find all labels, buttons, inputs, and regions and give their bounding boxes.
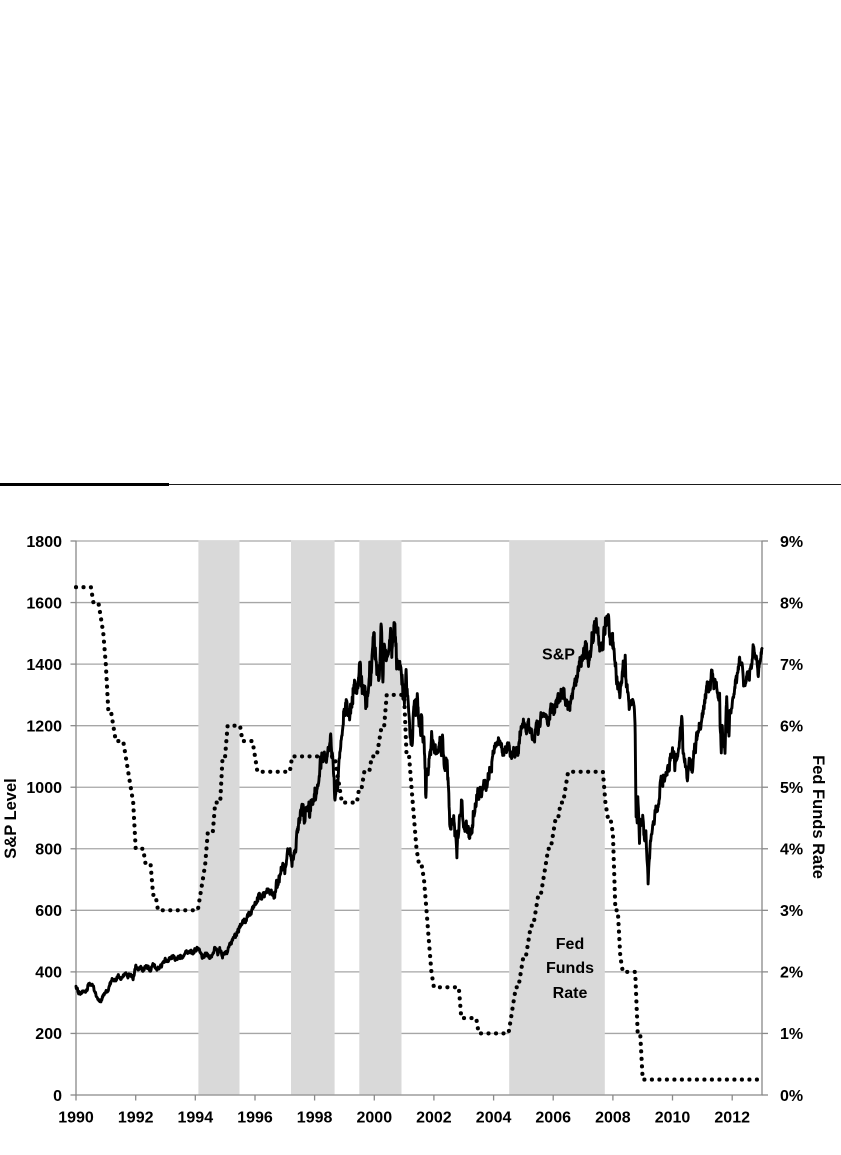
- svg-text:1800: 1800: [26, 534, 62, 551]
- svg-text:1998: 1998: [297, 1110, 333, 1127]
- svg-text:1994: 1994: [178, 1110, 214, 1127]
- svg-text:2006: 2006: [535, 1110, 571, 1127]
- svg-text:4%: 4%: [780, 842, 803, 859]
- svg-text:2002: 2002: [416, 1110, 452, 1127]
- svg-text:1400: 1400: [26, 657, 62, 674]
- svg-text:400: 400: [35, 965, 62, 982]
- svg-text:1200: 1200: [26, 719, 62, 736]
- svg-text:200: 200: [35, 1026, 62, 1043]
- svg-text:2012: 2012: [714, 1110, 750, 1127]
- svg-text:0%: 0%: [780, 1088, 803, 1105]
- svg-text:2004: 2004: [476, 1110, 512, 1127]
- svg-text:Fed Funds Rate: Fed Funds Rate: [809, 755, 827, 879]
- svg-text:S&P Level: S&P Level: [2, 778, 20, 858]
- svg-text:8%: 8%: [780, 595, 803, 612]
- svg-text:1996: 1996: [237, 1110, 273, 1127]
- svg-text:1600: 1600: [26, 595, 62, 612]
- svg-text:Rate: Rate: [553, 985, 588, 1002]
- svg-text:6%: 6%: [780, 719, 803, 736]
- svg-text:3%: 3%: [780, 903, 803, 920]
- svg-text:800: 800: [35, 842, 62, 859]
- svg-text:Funds: Funds: [546, 960, 594, 977]
- svg-text:7%: 7%: [780, 657, 803, 674]
- svg-text:0: 0: [53, 1088, 62, 1105]
- svg-text:2010: 2010: [655, 1110, 691, 1127]
- svg-text:1000: 1000: [26, 780, 62, 797]
- svg-text:S&P: S&P: [542, 647, 575, 664]
- svg-text:1992: 1992: [118, 1110, 154, 1127]
- svg-text:2%: 2%: [780, 965, 803, 982]
- svg-text:2008: 2008: [595, 1110, 631, 1127]
- svg-text:9%: 9%: [780, 534, 803, 551]
- svg-text:5%: 5%: [780, 780, 803, 797]
- svg-text:1%: 1%: [780, 1026, 803, 1043]
- svg-text:600: 600: [35, 903, 62, 920]
- svg-text:2000: 2000: [357, 1110, 393, 1127]
- svg-text:Fed: Fed: [556, 936, 584, 953]
- svg-text:1990: 1990: [58, 1110, 94, 1127]
